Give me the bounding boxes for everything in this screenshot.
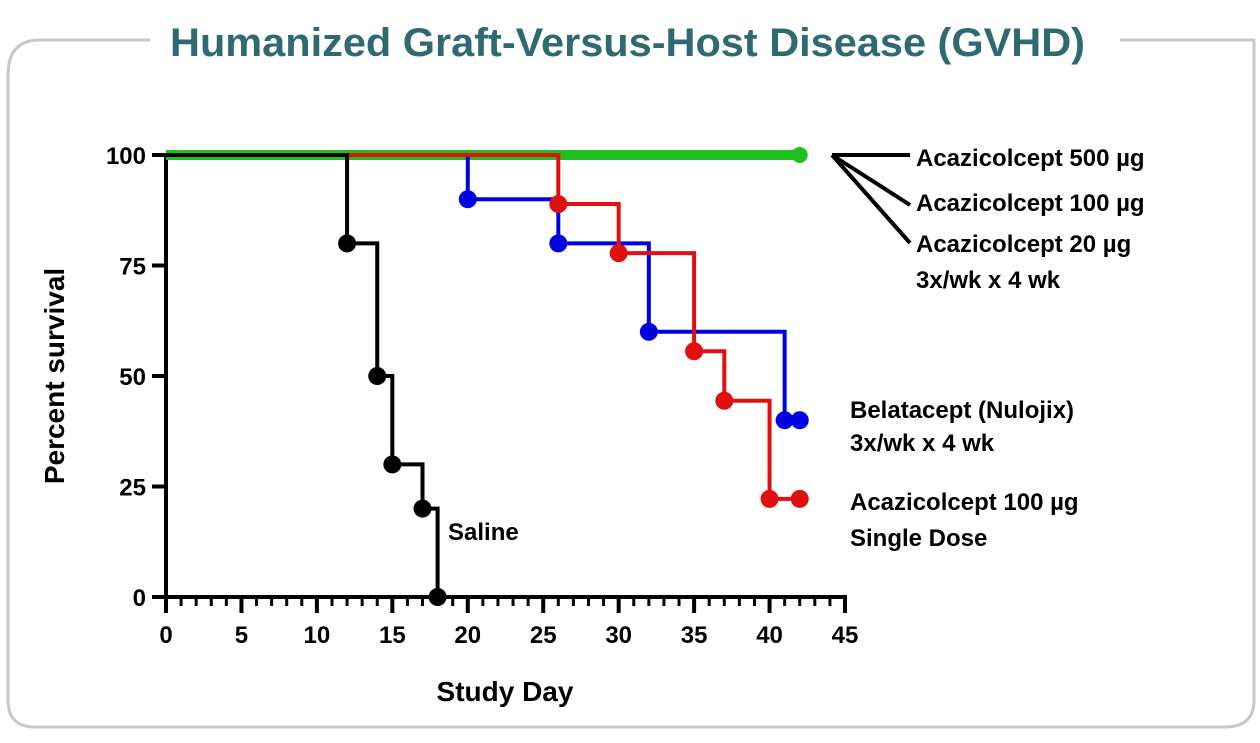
x-tick-label: 40 — [756, 622, 783, 649]
series-saline — [166, 153, 447, 606]
data-point-marker — [775, 411, 794, 430]
label-belatacept: Belatacept (Nulojix) — [850, 397, 1074, 424]
x-tick-label: 15 — [379, 622, 406, 649]
x-axis-title: Study Day — [437, 676, 574, 707]
x-tick-label: 45 — [832, 622, 859, 649]
label-acaz500: Acazicolcept 500 µg — [916, 145, 1145, 172]
survival-step-line — [166, 153, 800, 501]
series-belatacept-nulojix-3x-wk-x-4-wk — [166, 153, 809, 430]
data-point-marker — [760, 489, 779, 508]
data-point-marker — [383, 455, 402, 474]
data-point-marker — [790, 489, 809, 508]
survival-step-line — [166, 153, 800, 423]
x-tick-label: 35 — [681, 622, 708, 649]
y-tick-label: 75 — [119, 254, 146, 281]
label-belatacept-regimen: 3x/wk x 4 wk — [850, 430, 995, 457]
axes: 0 25 50 75 100 0 5 10 15 20 25 30 35 40 45 — [106, 143, 858, 649]
pointer-line-20 — [830, 153, 912, 245]
data-point-marker — [413, 499, 432, 518]
y-tick-label: 25 — [119, 475, 146, 502]
survival-step-line — [166, 153, 440, 597]
x-tick-label: 30 — [605, 622, 632, 649]
y-tick-label: 100 — [106, 143, 146, 170]
y-tick-label: 0 — [133, 585, 146, 612]
label-acaz-single-regimen: Single Dose — [850, 525, 987, 552]
data-point-marker — [609, 244, 628, 263]
data-point-marker — [338, 234, 357, 253]
pointer-line-100 — [830, 153, 912, 207]
data-point-marker — [428, 588, 447, 606]
x-tick-label: 20 — [454, 622, 481, 649]
data-point-marker — [368, 367, 387, 385]
legend-pointer-lines — [830, 153, 912, 245]
label-acaz-regimen: 3x/wk x 4 wk — [916, 267, 1061, 294]
data-point-marker — [791, 147, 808, 163]
series-layer — [166, 147, 809, 606]
x-tick-label: 5 — [235, 622, 248, 649]
label-acaz-single: Acazicolcept 100 µg — [850, 489, 1079, 516]
data-point-marker — [458, 190, 477, 209]
series-acazicolcept-100-g-single-dose — [166, 153, 809, 508]
label-acaz100: Acazicolcept 100 µg — [916, 190, 1145, 217]
chart-title: Humanized Graft-Versus-Host Disease (GVH… — [170, 21, 1085, 65]
y-tick-label: 50 — [119, 364, 146, 391]
data-point-marker — [715, 391, 734, 410]
x-tick-label: 10 — [304, 622, 331, 649]
data-point-marker — [639, 322, 658, 341]
data-point-marker — [549, 234, 568, 253]
data-point-marker — [549, 195, 568, 214]
data-point-marker — [790, 411, 809, 430]
x-tick-label: 0 — [159, 622, 172, 649]
data-point-marker — [685, 342, 704, 361]
x-tick-label: 25 — [530, 622, 557, 649]
y-axis-title: Percent survival — [39, 268, 70, 484]
label-acaz20: Acazicolcept 20 µg — [916, 231, 1131, 258]
frame-border — [6, 38, 1256, 729]
label-saline: Saline — [448, 519, 519, 546]
